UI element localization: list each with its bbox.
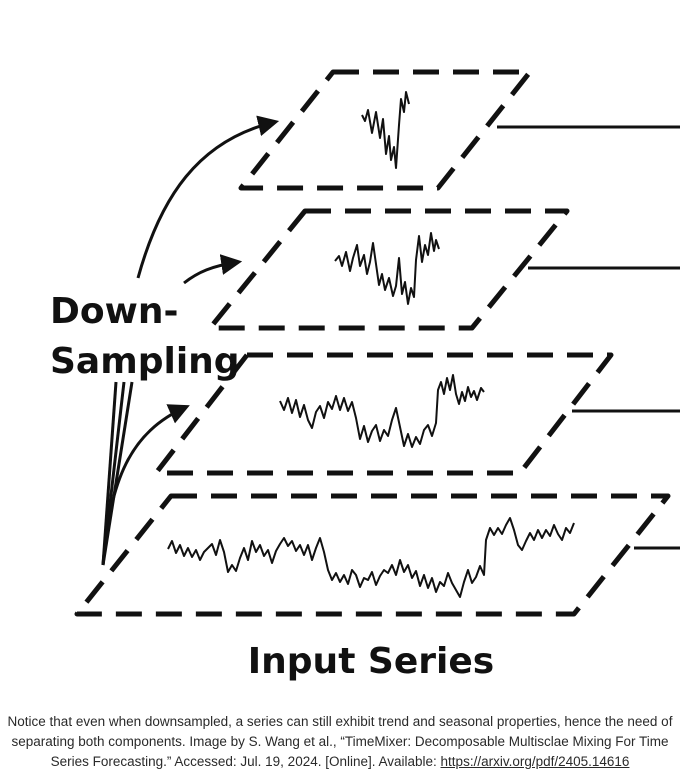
arrow-to-level-3 xyxy=(183,254,243,285)
scale-level-3 xyxy=(207,208,680,331)
downsampling-arrows xyxy=(101,115,280,566)
level-4-series xyxy=(361,91,410,169)
arrow-branch-3 xyxy=(101,381,134,566)
level-2-plane xyxy=(153,352,614,476)
caption-source-link[interactable]: https://arxiv.org/pdf/2405.14616 xyxy=(440,754,630,769)
level-1-series xyxy=(167,517,575,598)
arrow-to-level-4 xyxy=(136,115,280,279)
level-4-plane xyxy=(238,69,533,191)
level-3-series xyxy=(334,232,440,305)
scale-level-4 xyxy=(238,69,680,191)
label-input-series: Input Series xyxy=(248,641,494,682)
scale-level-1 xyxy=(74,493,680,617)
label-downsampling-line2: Sampling xyxy=(50,341,240,382)
figure-caption: Notice that even when downsampled, a ser… xyxy=(0,712,680,772)
level-2-series xyxy=(279,374,485,448)
level-1-plane xyxy=(74,493,671,617)
scale-level-2 xyxy=(153,352,680,476)
label-downsampling-line1: Down- xyxy=(50,291,178,332)
timemixer-multiscale-diagram: Down- Sampling Input Series xyxy=(50,69,680,682)
level-3-plane xyxy=(207,208,570,331)
caption-text: Notice that even when downsampled, a ser… xyxy=(7,714,673,769)
